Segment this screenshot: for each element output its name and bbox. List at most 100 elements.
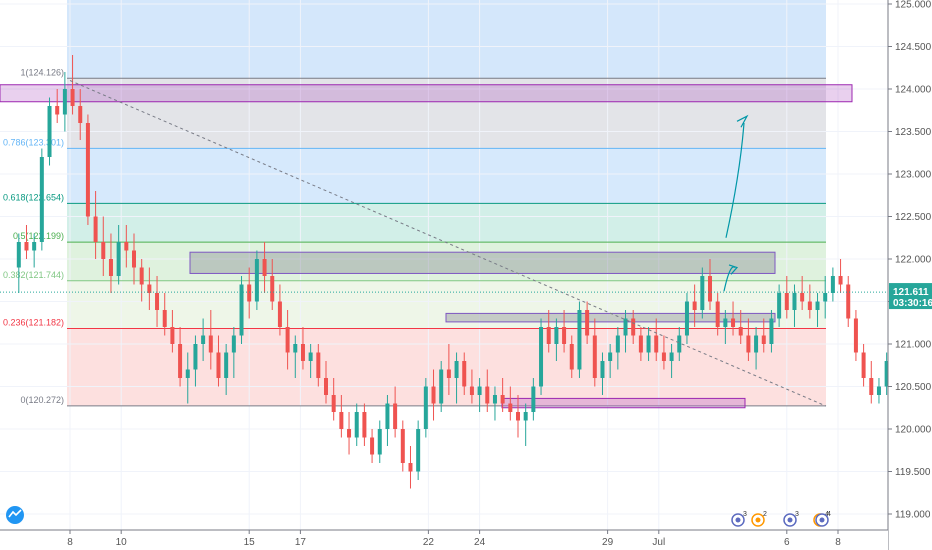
fib-level-label: 0.618(122.654) [3,192,64,202]
fib-level-label: 0.236(121.182) [3,318,64,328]
fib-level-label: 0.5(122.199) [13,231,64,241]
price-axis-bg [888,0,932,550]
trend-line[interactable] [69,80,827,407]
y-tick-label: 123.500 [895,127,932,138]
current-price-tag[interactable] [889,283,932,310]
candle-body [631,318,636,336]
candle-body [408,463,413,472]
candle-body [876,386,881,395]
event-badges[interactable]: 3 2 3 44 [6,506,831,527]
fib-level-label: 0.786(123.301) [3,137,64,147]
fib-zone [67,242,826,281]
zone-rectangle[interactable] [0,84,853,103]
fib-level-label: 0(120.272) [20,395,64,405]
candle-body [170,327,175,344]
candle-body [761,335,766,344]
candle-body [700,276,705,310]
candle-body [830,276,835,293]
candle-body [32,242,37,251]
candle-body [293,344,298,353]
candle-body [101,242,106,259]
candle-body [24,242,29,251]
candle-body [300,344,305,361]
candle-body [70,89,75,106]
candle-body [39,157,44,242]
candle-body [823,293,828,302]
candle-body [316,352,321,378]
candle-body [347,429,352,438]
candle-body [93,216,98,242]
y-tick-label: 122.500 [895,212,932,223]
candle-body [539,327,544,387]
candle-body [331,395,336,412]
candle-body [723,318,728,327]
projection-curve[interactable] [725,122,745,238]
candle-body [308,352,313,361]
candle-body [454,361,459,378]
candle-body [569,344,574,370]
event-badge-dot [787,517,793,523]
candle-body [592,335,597,378]
candle-body [224,352,229,378]
trend-drawings[interactable] [0,80,888,407]
candle-body [462,361,467,387]
candle-body [147,284,152,293]
event-badge-count: 4 [827,511,831,518]
candle-body [638,335,643,353]
candle-body [615,335,620,353]
candle-body [354,412,359,438]
event-badge-count: 2 [763,511,767,518]
candle-body [431,386,436,404]
candle-body [385,403,390,429]
x-tick-label: 8 [835,537,841,548]
x-tick-label: 6 [784,537,790,548]
event-badge-dot [735,517,741,523]
candle-body [869,378,874,395]
x-tick-label: 24 [474,537,486,548]
candle-body [178,344,183,378]
candle-body [400,429,405,463]
y-tick-label: 125.000 [895,0,932,11]
candle-body [792,293,797,310]
candle-body [838,276,843,285]
zone-rectangle[interactable] [189,251,776,274]
candle-body [585,310,590,336]
countdown-timer: 03:30:16 [893,298,932,309]
candle-body [416,429,421,472]
zone-rectangle[interactable] [501,397,746,409]
y-tick-label: 119.000 [895,510,931,521]
y-tick-label: 119.500 [895,467,931,478]
candle-body [746,335,751,353]
x-tick-label: 10 [116,537,128,548]
candle-body [155,293,160,310]
candle-body [469,386,474,395]
fib-retracement[interactable]: 1(124.126) 0.786(123.301) 0.618(122.654) 0.… [3,67,826,407]
candle-body [231,335,236,353]
candle-body [738,327,743,336]
event-badge-count: 3 [795,511,799,518]
y-tick-label: 124.000 [895,85,932,96]
candle-body [116,242,121,276]
candle-body [393,403,398,429]
candle-body [162,310,167,327]
candle-body [285,327,290,353]
candle-body [692,301,697,310]
candle-body [731,318,736,327]
candle-body [784,293,789,310]
candle-body [277,301,282,327]
candle-body [362,412,367,438]
candle-body [477,386,482,395]
candle-body [262,259,267,276]
candle-body [669,352,674,361]
x-tick-label: 17 [295,537,307,548]
y-tick-label: 124.500 [895,42,932,53]
candle-body [562,327,567,344]
candle-body [216,352,221,378]
candle-body [800,293,805,302]
y-tick-label: 121.000 [895,340,932,351]
candle-body [769,318,774,344]
fib-zone [67,78,826,149]
candle-body [132,250,136,268]
